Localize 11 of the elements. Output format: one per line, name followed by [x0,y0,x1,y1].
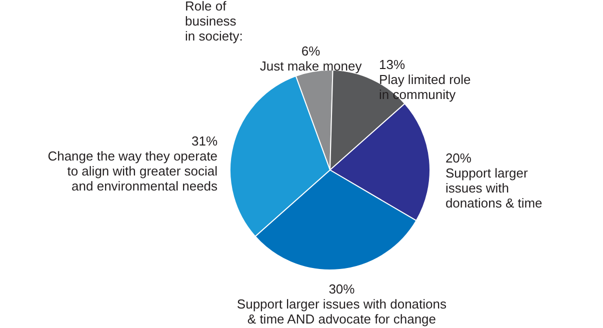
slice-label: Play limited role in community [379,72,471,102]
data-label: 13% [379,56,406,72]
chart-title: Role of business in society: [185,0,243,44]
data-label: 20% [445,150,472,166]
data-label: 6% [301,44,321,59]
slice-label: Change the way they operate to align with greater social and environmental needs [48,148,218,194]
slice-label: Support larger issues with donations & time [445,166,542,211]
data-label: 30% [328,281,356,296]
slice-label: Support larger issues with donations & time AND advocate for change [236,296,447,326]
slice-label: Just make money [260,58,362,74]
data-label: 31% [192,134,218,149]
